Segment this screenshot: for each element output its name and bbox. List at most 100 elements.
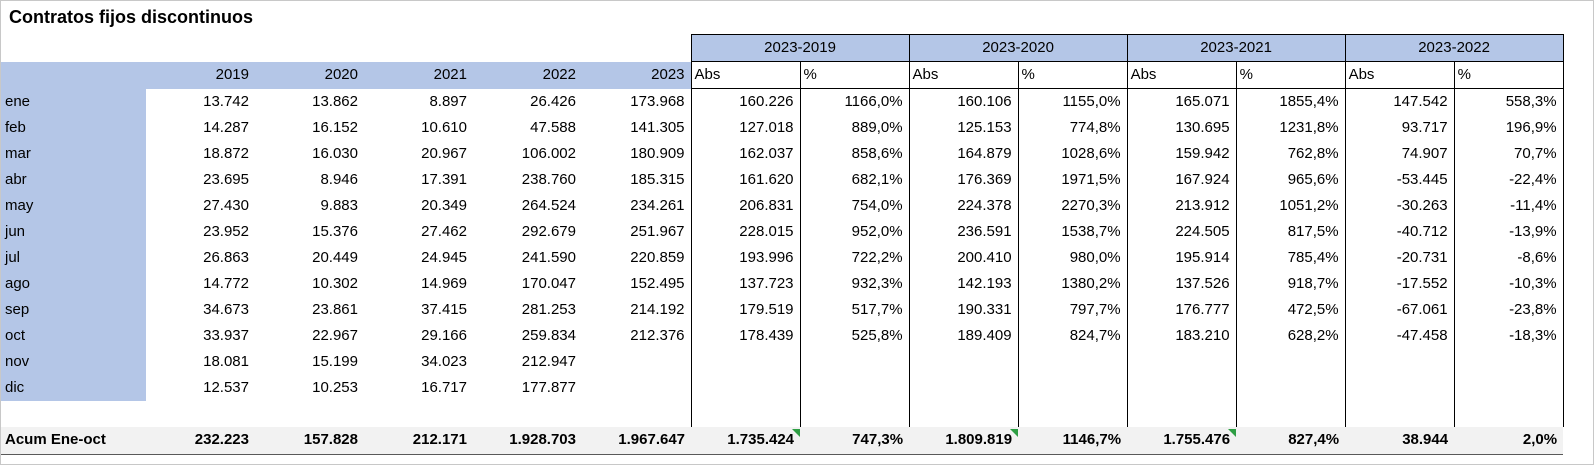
year-value-cell[interactable]: 23.695 [203,171,249,188]
pct-header[interactable]: % [1235,61,1346,89]
year-value-cell[interactable]: 24.945 [421,249,467,266]
comparison-value-cell[interactable]: 236.591 [908,219,1019,245]
comparison-value-cell[interactable]: 183.210 [1126,323,1237,349]
total-year-value[interactable]: 1.928.703 [473,427,582,455]
total-comparison-value[interactable]: 2,0% [1454,427,1564,455]
total-comparison-value[interactable]: 1.809.819 [909,427,1019,455]
month-label[interactable]: dic [1,375,146,401]
year-value-cell[interactable]: 212.376 [630,327,685,344]
comparison-value-cell[interactable]: 160.106 [908,88,1019,115]
comparison-value-cell[interactable]: 918,7% [1235,271,1346,297]
comparison-value-cell[interactable]: 190.331 [908,297,1019,323]
comparison-value-cell[interactable]: -40.712 [1344,219,1455,245]
comparison-value-cell[interactable]: 558,3% [1453,88,1564,115]
comparison-value-cell[interactable]: 127.018 [690,115,801,141]
month-label[interactable]: ene [1,88,146,115]
comparison-value-cell[interactable]: 206.831 [690,193,801,219]
group-header-2023-2021[interactable]: 2023-2021 [1126,34,1346,62]
year-value-cell[interactable]: 14.287 [203,119,249,136]
comparison-value-cell[interactable]: 176.777 [1126,297,1237,323]
month-label[interactable]: mar [1,141,146,167]
comparison-value-cell[interactable]: 1855,4% [1235,88,1346,115]
pct-header[interactable]: % [1453,61,1564,89]
year-value-cell[interactable]: 20.449 [312,249,358,266]
year-value-cell[interactable]: 152.495 [630,275,685,292]
year-value-cell[interactable]: 15.376 [312,223,358,240]
comparison-value-cell[interactable]: 2270,3% [1017,193,1128,219]
year-value-cell[interactable]: 106.002 [521,145,576,162]
comparison-value-cell[interactable]: 137.526 [1126,271,1237,297]
comparison-value-cell[interactable]: 1028,6% [1017,141,1128,167]
comparison-value-cell[interactable]: -11,4% [1453,193,1564,219]
year-value-cell[interactable] [582,375,691,401]
year-value-cell[interactable]: 234.261 [630,197,685,214]
month-label[interactable]: ago [1,271,146,297]
year-header-2019[interactable]: 2019 [146,61,255,89]
comparison-value-cell[interactable]: 952,0% [799,219,910,245]
comparison-value-cell[interactable]: 774,8% [1017,115,1128,141]
comparison-value-cell[interactable]: 858,6% [799,141,910,167]
year-value-cell[interactable]: 10.253 [312,379,358,396]
month-label[interactable]: nov [1,349,146,375]
year-value-cell[interactable]: 33.937 [203,327,249,344]
comparison-value-cell[interactable]: 980,0% [1017,245,1128,271]
year-value-cell[interactable]: 16.717 [421,379,467,396]
comparison-value-cell[interactable]: 785,4% [1235,245,1346,271]
comparison-value-cell[interactable]: -8,6% [1453,245,1564,271]
comparison-value-cell[interactable] [799,349,910,375]
comparison-value-cell[interactable]: 159.942 [1126,141,1237,167]
comparison-value-cell[interactable]: 70,7% [1453,141,1564,167]
abs-header[interactable]: Abs [1344,61,1455,89]
comparison-value-cell[interactable]: 130.695 [1126,115,1237,141]
comparison-value-cell[interactable]: -67.061 [1344,297,1455,323]
comparison-value-cell[interactable]: 165.071 [1126,88,1237,115]
comparison-value-cell[interactable] [1344,349,1455,375]
year-value-cell[interactable]: 29.166 [421,327,467,344]
year-header-2023[interactable]: 2023 [582,61,692,89]
comparison-value-cell[interactable]: 162.037 [690,141,801,167]
comparison-value-cell[interactable]: 1166,0% [799,88,910,115]
total-comparison-value[interactable]: 38.944 [1345,427,1455,455]
year-value-cell[interactable]: 170.047 [521,275,576,292]
year-header-2020[interactable]: 2020 [255,61,364,89]
year-value-cell[interactable]: 14.969 [421,275,467,292]
pct-header[interactable]: % [799,61,910,89]
abs-header[interactable]: Abs [908,61,1019,89]
group-header-2023-2022[interactable]: 2023-2022 [1344,34,1564,62]
year-value-cell[interactable]: 34.673 [203,301,249,318]
comparison-value-cell[interactable]: 178.439 [690,323,801,349]
total-comparison-value[interactable]: 1.755.476 [1127,427,1237,455]
year-value-cell[interactable]: 8.897 [429,92,467,110]
comparison-value-cell[interactable] [690,375,801,401]
abs-header[interactable]: Abs [1126,61,1237,89]
year-value-cell[interactable]: 264.524 [521,197,576,214]
year-value-cell[interactable]: 22.967 [312,327,358,344]
comparison-value-cell[interactable]: -23,8% [1453,297,1564,323]
month-label[interactable]: abr [1,167,146,193]
year-value-cell[interactable]: 281.253 [521,301,576,318]
year-header-2022[interactable]: 2022 [473,61,582,89]
comparison-value-cell[interactable]: 517,7% [799,297,910,323]
comparison-value-cell[interactable] [799,375,910,401]
total-year-value[interactable]: 157.828 [255,427,364,455]
comparison-value-cell[interactable]: 125.153 [908,115,1019,141]
total-comparison-value[interactable]: 1146,7% [1018,427,1128,455]
total-year-value[interactable]: 1.967.647 [582,427,692,455]
comparison-value-cell[interactable]: 1155,0% [1017,88,1128,115]
year-value-cell[interactable]: 251.967 [630,223,685,240]
year-value-cell[interactable]: 13.862 [312,92,358,110]
year-value-cell[interactable]: 241.590 [521,249,576,266]
year-value-cell[interactable]: 10.610 [421,119,467,136]
comparison-value-cell[interactable]: 1231,8% [1235,115,1346,141]
comparison-value-cell[interactable]: 824,7% [1017,323,1128,349]
year-value-cell[interactable]: 141.305 [630,119,685,136]
year-value-cell[interactable]: 26.426 [530,92,576,110]
comparison-value-cell[interactable]: 142.193 [908,271,1019,297]
year-value-cell[interactable]: 173.968 [630,92,685,110]
comparison-value-cell[interactable]: 817,5% [1235,219,1346,245]
year-value-cell[interactable]: 220.859 [630,249,685,266]
comparison-value-cell[interactable]: 195.914 [1126,245,1237,271]
comparison-value-cell[interactable]: 193.996 [690,245,801,271]
year-value-cell[interactable]: 238.760 [521,171,576,188]
comparison-value-cell[interactable]: 889,0% [799,115,910,141]
